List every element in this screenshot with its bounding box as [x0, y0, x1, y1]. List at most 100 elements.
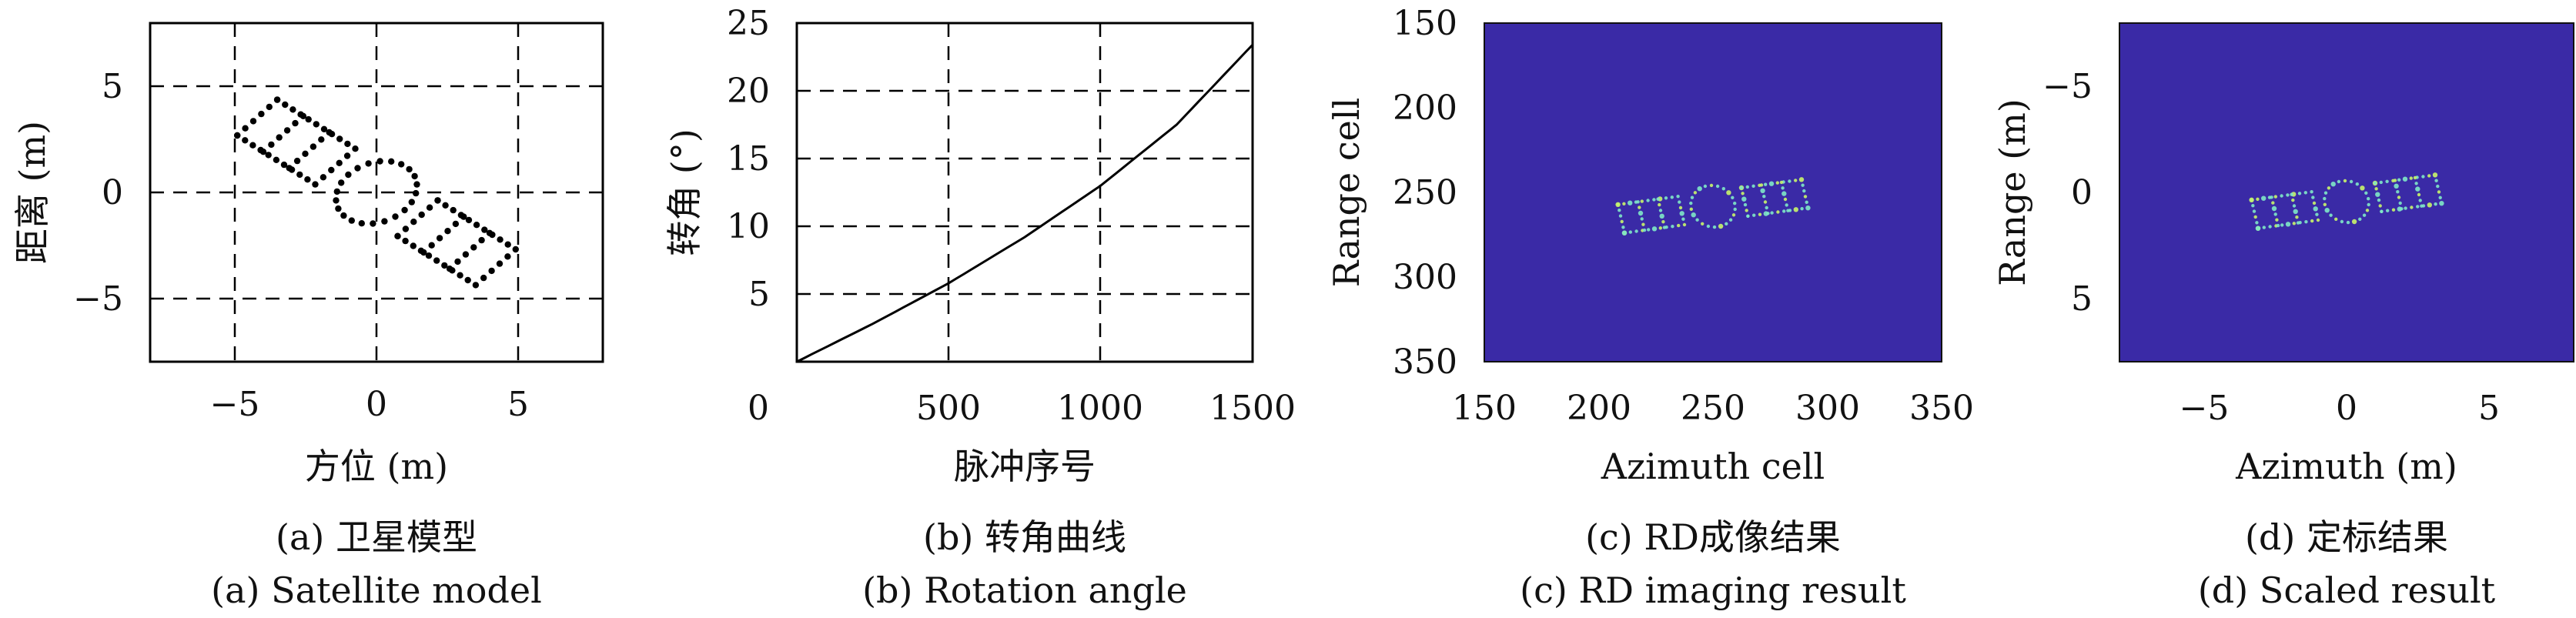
panel-d: −5 0 5 −5 0 5 Azimuth (m) Range (m) (d) …: [1992, 22, 2574, 611]
model-point: [444, 228, 451, 235]
y-tick-c-1: 200: [1393, 89, 1457, 128]
model-point: [392, 213, 399, 220]
model-point: [320, 125, 328, 132]
image-point: [2378, 204, 2382, 208]
image-point: [2385, 179, 2389, 183]
y-tick-a-2: −5: [73, 279, 123, 319]
image-point: [2334, 217, 2338, 221]
image-point: [2367, 202, 2370, 207]
model-point: [420, 249, 427, 256]
image-point: [2355, 182, 2359, 186]
model-point: [410, 242, 417, 249]
image-point: [1681, 217, 1685, 221]
image-point: [1743, 202, 1748, 207]
image-point: [1640, 199, 1644, 203]
image-point: [1793, 207, 1798, 212]
model-point: [426, 204, 433, 211]
image-point: [1621, 225, 1625, 229]
image-point: [1805, 205, 1811, 211]
image-point: [2397, 178, 2401, 182]
grid-b: [797, 23, 1253, 362]
model-point: [344, 140, 351, 148]
image-point: [2276, 223, 2280, 228]
y-tick-b-2: 15: [727, 139, 770, 179]
image-point: [2410, 205, 2414, 209]
image-point: [1781, 191, 1787, 196]
image-point: [1690, 195, 1694, 199]
image-point: [1641, 222, 1645, 226]
image-point: [2377, 198, 2381, 202]
image-point: [1776, 210, 1780, 214]
model-point: [266, 103, 273, 111]
model-point: [436, 235, 443, 242]
y-axis-label-b: 转角 (°): [664, 129, 705, 256]
image-point: [1801, 183, 1805, 187]
image-point: [1638, 210, 1644, 216]
image-point: [2436, 184, 2440, 189]
image-point: [2432, 172, 2438, 178]
image-point: [1638, 205, 1641, 209]
image-point: [2340, 219, 2344, 224]
model-point: [497, 236, 503, 243]
image-point: [1661, 220, 1665, 224]
image-point: [1786, 209, 1790, 212]
model-point: [299, 112, 307, 119]
image-point: [1658, 209, 1663, 212]
model-point: [413, 181, 420, 188]
x-tick-d-2: 5: [2478, 389, 2500, 428]
image-point: [2268, 225, 2272, 229]
model-point: [434, 197, 441, 204]
image-point: [2413, 175, 2417, 180]
y-tick-c-3: 300: [1393, 258, 1457, 297]
model-point: [441, 262, 448, 269]
y-tick-a-1: 0: [102, 173, 123, 212]
model-point: [398, 161, 405, 168]
image-point: [2379, 180, 2383, 185]
image-point: [2316, 218, 2320, 222]
image-point: [1745, 209, 1748, 212]
model-point: [504, 241, 511, 248]
image-point: [1701, 222, 1705, 225]
image-point: [1647, 228, 1651, 232]
image-point: [2427, 202, 2432, 208]
y-tick-d-1: 0: [2071, 173, 2093, 212]
model-point: [265, 152, 272, 159]
image-point: [1802, 189, 1806, 193]
model-point: [406, 165, 413, 173]
model-point: [358, 220, 365, 227]
y-axis-label-d: Range (m): [1992, 99, 2033, 286]
image-point: [2303, 191, 2307, 195]
image-point: [1768, 181, 1775, 186]
model-point: [340, 212, 347, 219]
image-point: [2358, 217, 2362, 221]
image-point: [2251, 204, 2255, 208]
image-point: [1758, 212, 1762, 216]
image-point: [1689, 207, 1693, 211]
image-point: [1621, 230, 1628, 236]
model-point: [338, 179, 345, 186]
image-point: [1781, 186, 1785, 190]
x-tick-d-0: −5: [2180, 389, 2230, 428]
image-point: [1794, 179, 1798, 182]
image-point: [1646, 199, 1650, 202]
image-point: [1620, 219, 1624, 224]
y-tick-b-4: 5: [748, 275, 770, 314]
image-point: [1640, 217, 1644, 221]
model-point: [273, 156, 280, 163]
image-point: [2434, 179, 2438, 182]
image-point: [2280, 194, 2283, 198]
image-point: [2349, 179, 2354, 184]
image-point: [1733, 202, 1737, 205]
image-point: [1751, 184, 1755, 188]
model-point: [465, 216, 473, 224]
x-tick-c-3: 300: [1795, 389, 1860, 428]
image-point: [2249, 197, 2254, 202]
image-point: [1703, 184, 1708, 189]
image-point: [1805, 200, 1808, 204]
image-point: [1763, 200, 1768, 204]
image-point: [2312, 201, 2317, 205]
x-tick-a-0: −5: [210, 385, 260, 424]
model-point: [394, 232, 401, 239]
caption-en-c: (c) RD imaging result: [1520, 570, 1906, 611]
model-point: [473, 222, 480, 229]
